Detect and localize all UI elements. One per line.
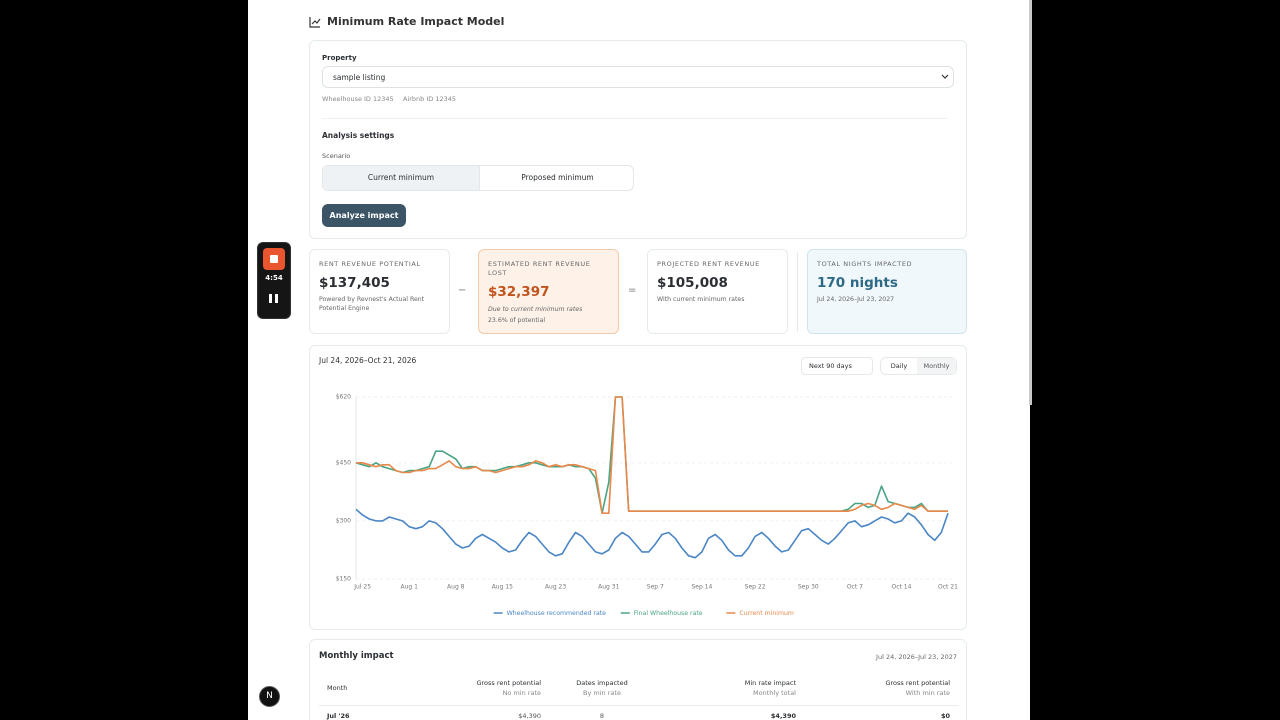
column-sub: No min rate bbox=[502, 689, 541, 697]
stat-label: PROJECTED RENT REVENUE bbox=[657, 260, 760, 268]
stat-label: RENT REVENUE POTENTIAL bbox=[319, 260, 421, 268]
cell: $4,390 bbox=[518, 712, 541, 720]
scenario-toggle: Current minimum Proposed minimum bbox=[322, 165, 634, 191]
y-tick-label: $150 bbox=[336, 576, 351, 583]
scenario-option[interactable]: Current minimum bbox=[323, 166, 479, 190]
y-tick-label: $620 bbox=[336, 394, 351, 401]
recorder-time: 4:54 bbox=[265, 274, 283, 282]
x-tick-label: Aug 31 bbox=[598, 584, 619, 591]
stat-note: 23.6% of potential bbox=[488, 317, 546, 324]
period-select[interactable]: Next 90 days bbox=[801, 357, 873, 375]
column-title: Dates impacted bbox=[576, 679, 628, 687]
x-tick-label: Oct 14 bbox=[891, 584, 911, 591]
chart-card: Jul 24, 2026–Oct 21, 2026 Next 90 days D… bbox=[309, 345, 967, 630]
cell: $0 bbox=[940, 712, 950, 720]
cell: Jul '26 bbox=[327, 712, 350, 720]
property-select[interactable]: sample listing bbox=[322, 66, 954, 88]
stat-note: Powered by Revnest's Actual Rent Potenti… bbox=[319, 296, 425, 312]
scenario-option[interactable]: Proposed minimum bbox=[479, 166, 633, 190]
stat-value: $32,397 bbox=[488, 284, 550, 300]
monthly-range: Jul 24, 2026–Jul 23, 2027 bbox=[876, 653, 957, 661]
monthly-title: Monthly impact bbox=[319, 651, 394, 661]
stat-card: TOTAL NIGHTS IMPACTED 170 nights Jul 24,… bbox=[807, 249, 967, 334]
x-tick-label: Aug 23 bbox=[545, 584, 566, 591]
x-tick-label: Sep 7 bbox=[647, 584, 664, 591]
chart-icon bbox=[309, 17, 321, 28]
cell: $4,390 bbox=[770, 712, 796, 720]
recorder: 4:54 bbox=[257, 242, 291, 319]
stat-card: RENT REVENUE POTENTIAL $137,405 Powered … bbox=[309, 249, 450, 334]
y-tick-label: $300 bbox=[336, 517, 351, 524]
cell: 8 bbox=[599, 712, 605, 720]
divider bbox=[319, 705, 959, 706]
column-header: Gross rent potential No min rate bbox=[476, 679, 541, 697]
wheelhouse-id: Wheelhouse ID 12345 bbox=[322, 95, 394, 103]
x-tick-label: Sep 30 bbox=[798, 584, 819, 591]
page-title: Minimum Rate Impact Model bbox=[327, 15, 505, 28]
column-title: Gross rent potential bbox=[476, 679, 541, 687]
x-tick-label: Oct 21 bbox=[938, 584, 958, 591]
stat-note: Jul 24, 2026–Jul 23, 2027 bbox=[817, 296, 895, 303]
view-toggle: Daily Monthly bbox=[880, 357, 957, 375]
stat-label: TOTAL NIGHTS IMPACTED bbox=[817, 260, 913, 268]
divider bbox=[322, 118, 948, 119]
page: Minimum Rate Impact Model Property sampl… bbox=[248, 0, 1030, 720]
stat-value: $105,008 bbox=[657, 275, 728, 291]
operator: = bbox=[628, 285, 637, 296]
column-header: Dates impacted By min rate bbox=[562, 679, 642, 697]
stop-button[interactable] bbox=[263, 248, 285, 270]
chart: $150 $300 $450 $620 Jul 25 Aug 1 Aug 8 Aug 15 Au… bbox=[336, 394, 958, 618]
nextjs-badge[interactable]: N bbox=[259, 686, 280, 707]
scrollbar[interactable] bbox=[1029, 0, 1032, 405]
x-tick-label: Sep 22 bbox=[745, 584, 766, 591]
column-sub: By min rate bbox=[583, 689, 621, 697]
column-header: Gross rent potential With min rate bbox=[885, 679, 950, 697]
column-header: Month bbox=[327, 684, 348, 692]
x-tick-label: Sep 14 bbox=[691, 584, 712, 591]
scenario-label: Scenario bbox=[322, 152, 351, 160]
stat-label: ESTIMATED RENT REVENUE LOST bbox=[488, 260, 591, 277]
stat-value: 170 nights bbox=[817, 275, 898, 291]
y-tick-label: $450 bbox=[336, 459, 351, 466]
stop-icon bbox=[270, 255, 278, 263]
legend-label: Current minimum bbox=[739, 610, 794, 617]
x-tick-label: Oct 7 bbox=[847, 584, 863, 591]
settings-title: Analysis settings bbox=[322, 131, 395, 140]
series-line bbox=[355, 508, 949, 559]
series-line bbox=[355, 396, 948, 514]
analyze-button[interactable]: Analyze impact bbox=[322, 204, 406, 227]
settings-card: Property sample listing Wheelhouse ID 12… bbox=[309, 40, 967, 239]
column-header: Min rate impact Monthly total bbox=[745, 679, 796, 697]
stat-card: ESTIMATED RENT REVENUE LOST $32,397 Due … bbox=[478, 249, 619, 334]
x-tick-label: Aug 8 bbox=[447, 584, 465, 591]
x-tick-label: Aug 15 bbox=[492, 584, 513, 591]
x-tick-label: Aug 1 bbox=[400, 584, 418, 591]
operator: − bbox=[458, 285, 467, 296]
view-option[interactable]: Monthly bbox=[917, 358, 956, 374]
stat-value: $137,405 bbox=[319, 275, 390, 291]
column-title: Gross rent potential bbox=[885, 679, 950, 687]
x-tick-label: Jul 25 bbox=[353, 584, 371, 591]
series-line bbox=[356, 396, 948, 514]
column-title: Min rate impact bbox=[744, 679, 796, 687]
stat-note: Due to current minimum rates bbox=[488, 306, 583, 313]
chevron bbox=[941, 74, 949, 79]
legend-label: Final Wheelhouse rate bbox=[634, 610, 703, 617]
property-label: Property bbox=[322, 54, 357, 62]
column-sub: Monthly total bbox=[753, 689, 796, 697]
property-value: sample listing bbox=[333, 73, 386, 82]
separator bbox=[797, 252, 798, 332]
legend-label: Wheelhouse recommended rate bbox=[507, 610, 607, 617]
chart-range: Jul 24, 2026–Oct 21, 2026 bbox=[319, 356, 417, 365]
stat-card: PROJECTED RENT REVENUE $105,008 With cur… bbox=[647, 249, 788, 334]
airbnb-id: Airbnb ID 12345 bbox=[403, 95, 457, 103]
view-option[interactable]: Daily bbox=[890, 362, 908, 370]
stat-note: With current minimum rates bbox=[657, 296, 745, 303]
pause-icon[interactable] bbox=[269, 294, 272, 303]
monthly-card: Monthly impact Jul 24, 2026–Jul 23, 2027… bbox=[309, 639, 967, 720]
column-sub: With min rate bbox=[905, 689, 950, 697]
pause-icon[interactable] bbox=[275, 294, 278, 303]
